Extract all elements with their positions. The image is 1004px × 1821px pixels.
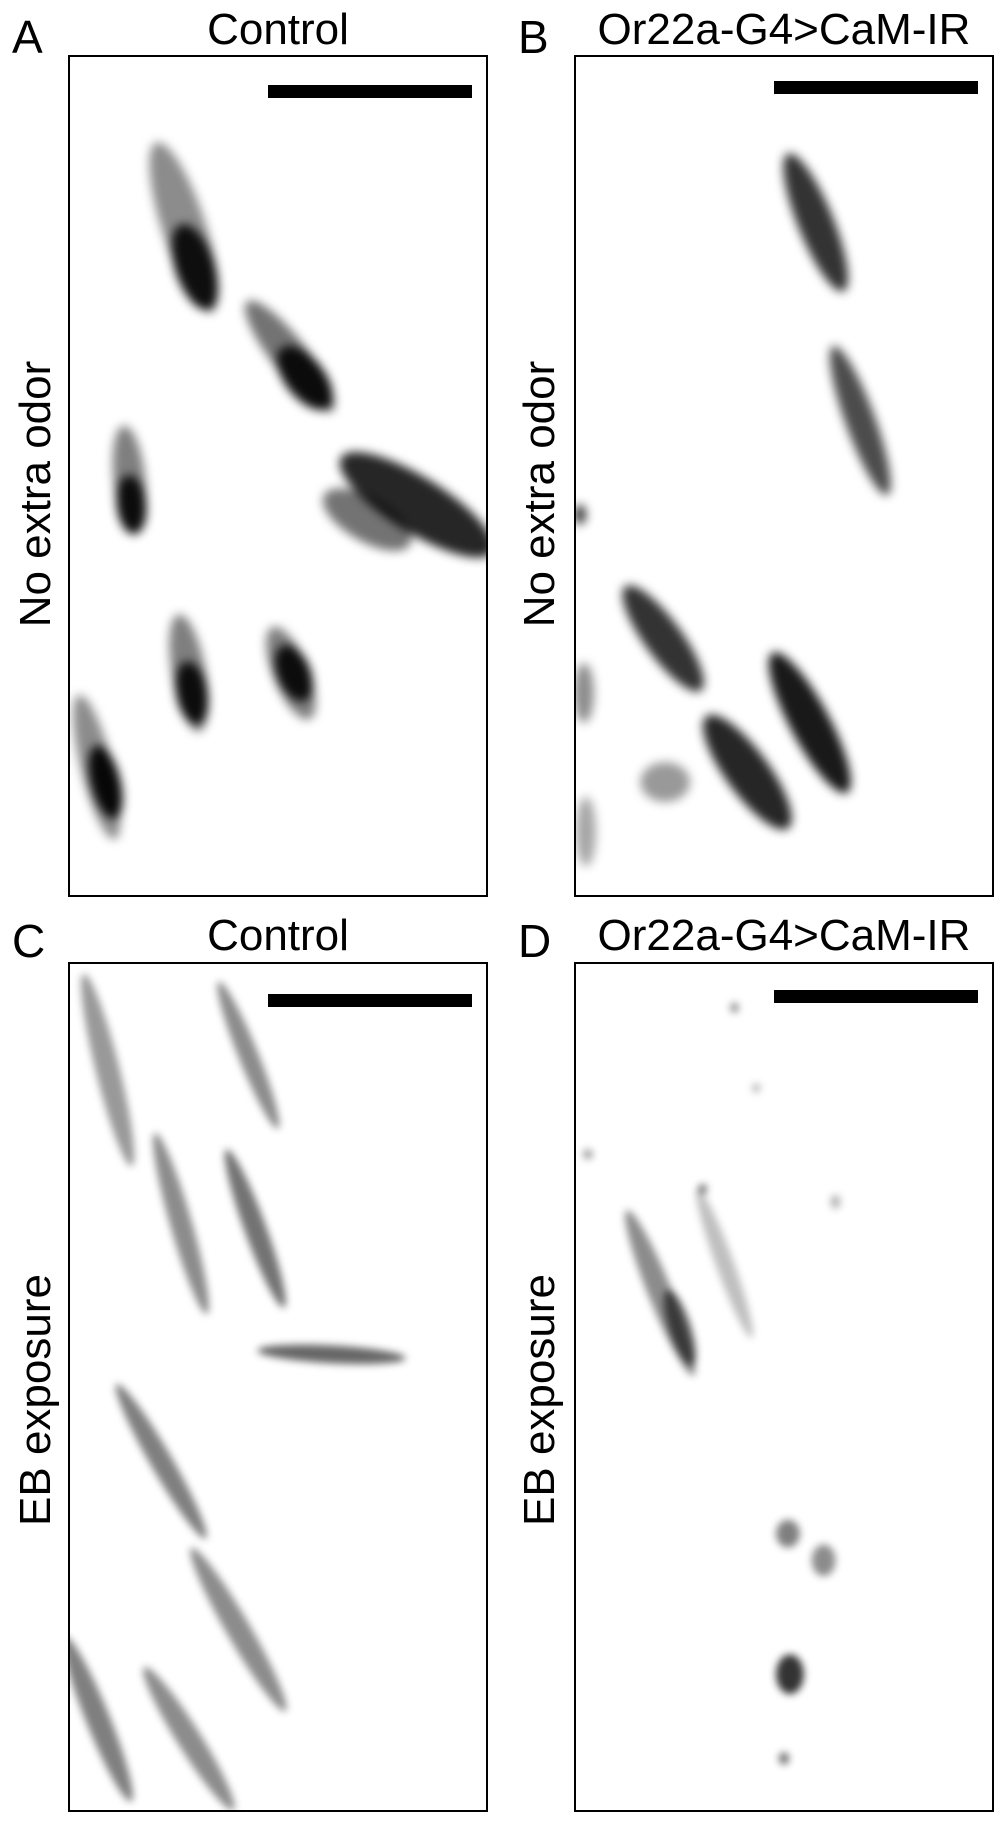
row-label-top-left: No extra odor xyxy=(11,360,60,628)
panel-title-d: Or22a-G4>CaM-IR xyxy=(597,911,971,960)
panel-letter-d: D xyxy=(518,915,552,967)
scale-bar-a xyxy=(268,85,472,98)
micrograph-image-b xyxy=(576,153,891,867)
row-label-bottom-right: EB exposure xyxy=(515,1274,564,1526)
scale-bar-c xyxy=(268,994,472,1007)
micrograph-panel-c xyxy=(68,962,488,1812)
panel-letter-b: B xyxy=(518,11,549,63)
scale-bar-b xyxy=(774,81,978,94)
panel-letter-a: A xyxy=(12,11,43,63)
micrograph-image-d xyxy=(582,1002,841,1765)
micrograph-image-a xyxy=(73,142,486,840)
micrograph-panel-b xyxy=(574,55,994,897)
row-label-top-right: No extra odor xyxy=(515,360,564,628)
row-label-bottom-left: EB exposure xyxy=(11,1274,60,1526)
panel-letter-c: C xyxy=(12,915,46,967)
panel-title-c: Control xyxy=(207,911,349,960)
micrograph-panel-d xyxy=(574,962,994,1812)
scale-bar-d xyxy=(774,990,978,1003)
panel-title-a: Control xyxy=(207,5,349,54)
micrograph-image-c xyxy=(70,973,406,1810)
panel-title-b: Or22a-G4>CaM-IR xyxy=(597,5,971,54)
micrograph-panel-a xyxy=(68,55,488,897)
